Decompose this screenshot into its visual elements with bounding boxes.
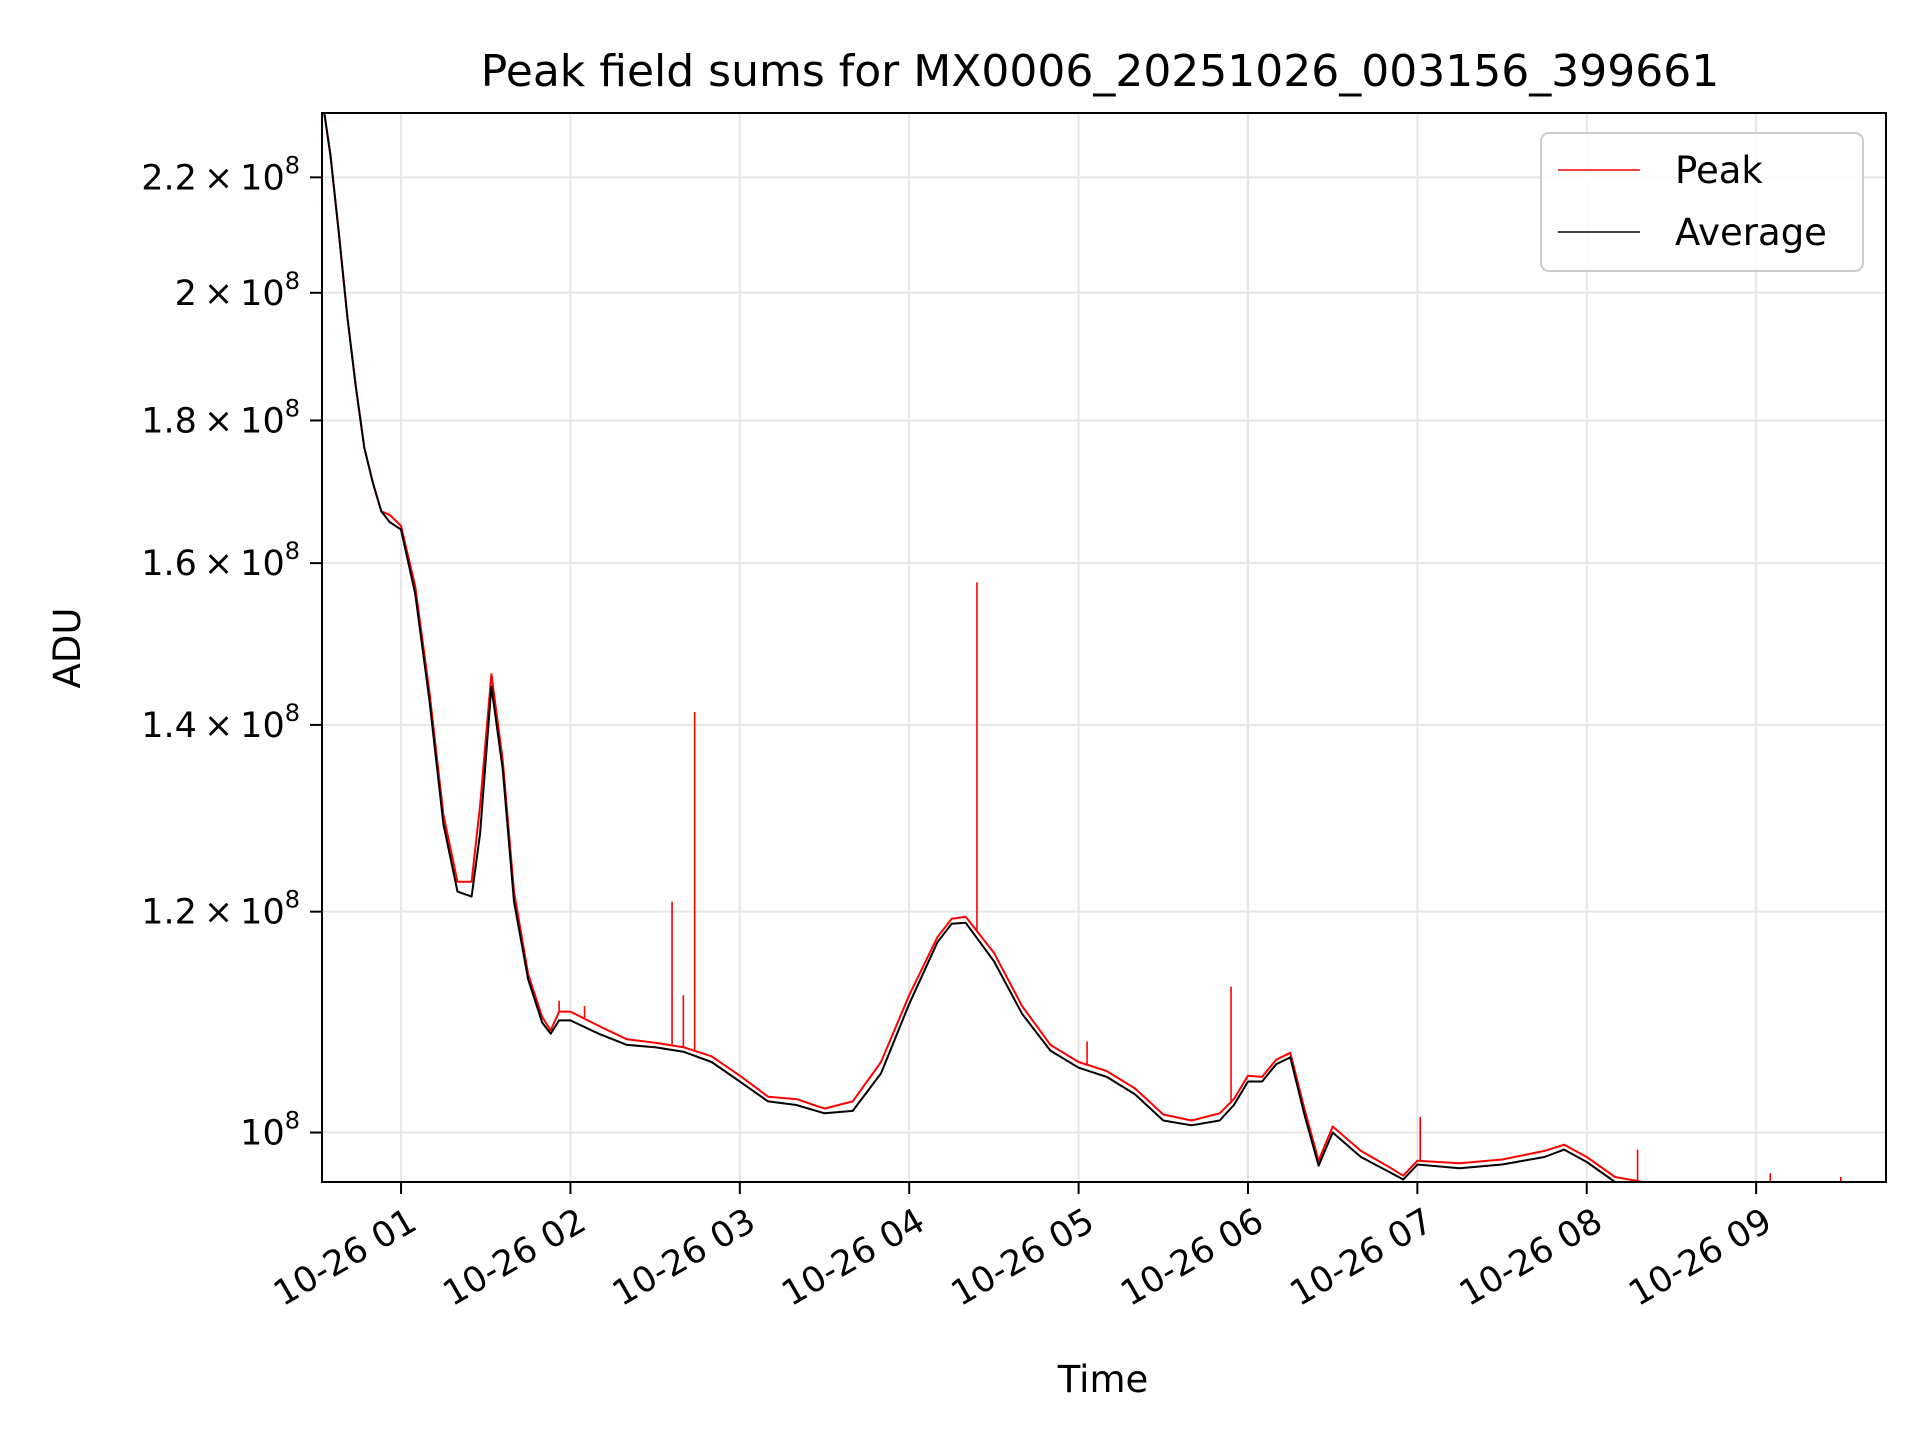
y-tick-label: 1.4 × 108 [141, 699, 300, 746]
y-tick-label: 1.2 × 108 [141, 886, 300, 933]
y-tick-label: 1.6 × 108 [141, 537, 300, 584]
chart-title: Peak field sums for MX0006_20251026_0031… [481, 46, 1719, 97]
legend-label-average: Average [1675, 211, 1827, 254]
plot-area-frame [321, 112, 1887, 1183]
y-axis-label: ADU [46, 608, 89, 689]
y-tick-label: 108 [240, 1107, 300, 1154]
legend: Peak Average [1540, 132, 1864, 272]
series-line-peak [323, 113, 1649, 1182]
y-tick-label: 2 × 108 [175, 267, 300, 314]
series-layer [323, 113, 1842, 1182]
grid-layer [322, 113, 1886, 1182]
y-tick-label: 2.2 × 108 [141, 151, 300, 198]
y-tick-label: 1.8 × 108 [141, 394, 300, 441]
x-axis-label: Time [1057, 1358, 1149, 1401]
series-line-average [323, 113, 1621, 1182]
legend-label-peak: Peak [1675, 149, 1763, 192]
y-axis-ticks: 108 1.2 × 108 1.4 × 108 1.6 × 108 1.8 × 108 2… [141, 151, 322, 1154]
legend-box [1540, 132, 1864, 272]
